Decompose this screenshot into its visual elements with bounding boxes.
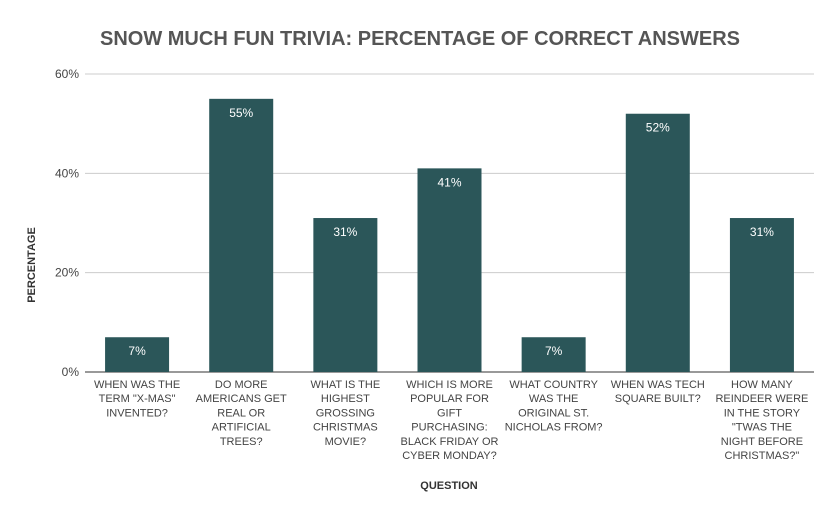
x-tick-label-line: DO MORE (215, 379, 268, 391)
bar-data-label: 7% (128, 344, 146, 358)
bar-data-label: 31% (333, 225, 357, 239)
bar-data-label: 55% (229, 106, 253, 120)
x-tick-label-line: WHEN WAS TECH (611, 379, 705, 391)
x-tick-label: DO MORE AMERICANS GET REAL OR ARTIFICIAL TRE… (196, 379, 287, 448)
x-tick-label-line: BLACK FRIDAY OR (400, 436, 498, 448)
x-tick-label-line: WHAT IS THE (311, 379, 381, 391)
x-tick-label-line: TERM "X-MAS" (99, 393, 176, 405)
y-tick-label: 40% (55, 166, 79, 180)
x-tick-label-line: INVENTED? (106, 407, 168, 419)
x-tick-label-line: IN THE STORY (724, 407, 801, 419)
y-tick-label: 0% (62, 365, 80, 379)
x-tick-label-line: WHICH IS MORE (406, 379, 493, 391)
x-tick-label: WHAT COUNTRY WAS THE ORIGINAL ST. NICHOLAS … (505, 379, 603, 434)
x-tick-label-line: REAL OR (217, 407, 265, 419)
bar (105, 337, 170, 372)
x-tick-label-line: CHRISTMAS (313, 422, 378, 434)
x-tick-label-line: WAS THE (529, 393, 579, 405)
x-tick-label-line: "TWAS THE (732, 422, 792, 434)
x-tick-label-line: REINDEER WERE (715, 393, 808, 405)
x-tick-label-line: ORIGINAL ST. (518, 407, 589, 419)
bar-data-label: 52% (646, 121, 670, 135)
x-tick-label-line: GIFT (437, 407, 462, 419)
bar (313, 218, 378, 372)
bars (105, 98, 794, 372)
x-tick-label-line: HOW MANY (731, 379, 793, 391)
x-tick-label-line: CYBER MONDAY? (402, 450, 497, 462)
chart-title: SNOW MUCH FUN TRIVIA: PERCENTAGE OF CORR… (100, 28, 740, 50)
x-tick-label-line: MOVIE? (325, 436, 367, 448)
x-tick-label-line: TREES? (220, 436, 263, 448)
x-tick-label: WHEN WAS TECH SQUARE BUILT? (611, 379, 705, 405)
bar (729, 218, 794, 372)
bar-data-label: 7% (545, 344, 563, 358)
x-tick-label-line: NICHOLAS FROM? (505, 422, 603, 434)
x-tick-label-line: AMERICANS GET (196, 393, 287, 405)
x-tick-label-line: WHEN WAS THE (94, 379, 180, 391)
bar-data-label: 41% (437, 175, 461, 189)
x-tick-label-line: WHAT COUNTRY (509, 379, 598, 391)
y-axis-title: PERCENTAGE (26, 227, 38, 303)
x-tick-label-line: PURCHASING: (411, 422, 487, 434)
x-tick-label: WHAT IS THE HIGHEST GROSSING CHRISTMAS MOVIE… (311, 379, 381, 448)
y-tick-label: 60% (55, 67, 79, 81)
x-tick-label-line: GROSSING (316, 407, 375, 419)
x-tick-label-line: NIGHT BEFORE (721, 436, 803, 448)
bar (417, 168, 482, 372)
x-axis-categories: WHEN WAS THE TERM "X-MAS" INVENTED? DO MORE… (94, 379, 808, 462)
bar (625, 113, 690, 372)
x-tick-label-line: POPULAR FOR (410, 393, 489, 405)
data-labels: 7% 55% 31% 41% 7% 52% 31% (128, 106, 774, 358)
x-tick-label: WHICH IS MORE POPULAR FOR GIFT PURCHASING: B… (400, 379, 498, 462)
bar-data-label: 31% (750, 225, 774, 239)
x-tick-label-line: HIGHEST (321, 393, 370, 405)
bar (209, 98, 274, 372)
x-tick-label: WHEN WAS THE TERM "X-MAS" INVENTED? (94, 379, 180, 419)
y-axis-ticks: 0% 20% 40% 60% (55, 67, 79, 379)
x-tick-label-line: SQUARE BUILT? (615, 393, 701, 405)
x-tick-label-line: CHRISTMAS?" (725, 450, 800, 462)
y-tick-label: 20% (55, 266, 79, 280)
x-tick-label: HOW MANY REINDEER WERE IN THE STORY "TWAS T… (715, 379, 808, 462)
x-tick-label-line: ARTIFICIAL (212, 422, 271, 434)
bar (521, 337, 586, 372)
x-axis-title: QUESTION (420, 480, 478, 492)
